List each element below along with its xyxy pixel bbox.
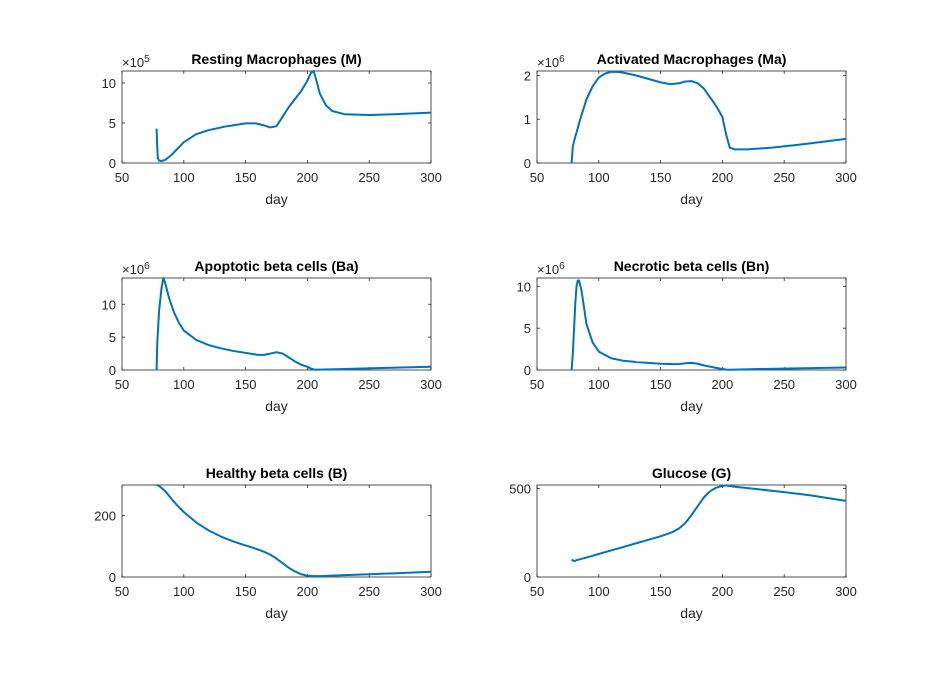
x-tick-label: 300 (420, 584, 442, 599)
y-tick-label: 500 (509, 482, 531, 497)
x-tick-label: 150 (235, 170, 257, 185)
subplot-3: 50 100 150 200 250 300 0 5 10 Apoptotic beta cell… (102, 258, 442, 414)
x-tick-label: 100 (173, 170, 195, 185)
x-tick-label: 50 (115, 377, 129, 392)
y-tick-label: 2 (524, 68, 531, 83)
x-tick-label: 100 (173, 584, 195, 599)
x-tick-label: 200 (712, 170, 734, 185)
series-line (571, 484, 846, 563)
x-tick-label: 100 (588, 584, 610, 599)
x-tick-label: 50 (530, 377, 544, 392)
x-tick-label: 150 (235, 377, 257, 392)
axes-box (536, 484, 847, 578)
x-tick-label: 150 (650, 170, 672, 185)
x-tick-label: 300 (835, 377, 857, 392)
y-tick-label: 0 (524, 363, 531, 378)
x-tick-label: 100 (173, 377, 195, 392)
subplot-1: 50 100 150 200 250 300 0 5 10 Resting Macrophages… (102, 51, 442, 207)
subplot-title: Activated Macrophages (Ma) (597, 51, 787, 67)
x-axis-label: day (265, 191, 288, 207)
multiplier-exponent: 6 (559, 261, 565, 272)
series-line (155, 277, 431, 371)
axis-multiplier: ×105 (122, 54, 150, 70)
multiplier-base: ×10 (537, 262, 559, 277)
axis-multiplier: ×106 (537, 54, 565, 70)
x-tick-label: 200 (297, 377, 319, 392)
axes-box (536, 70, 847, 164)
y-tick-label: 0 (109, 570, 116, 585)
series-line (156, 484, 431, 578)
y-tick-label: 10 (102, 76, 116, 91)
x-tick-label: 50 (115, 170, 129, 185)
subplot-2: 50 100 150 200 250 300 0 1 2 Activated Macrophage… (524, 51, 857, 207)
multiplier-base: ×10 (122, 55, 144, 70)
x-axis-label: day (680, 191, 703, 207)
y-tick-label: 0 (524, 570, 531, 585)
y-tick-label: 1 (524, 112, 531, 127)
multiplier-exponent: 6 (144, 261, 150, 272)
subplot-title: Healthy beta cells (B) (206, 465, 348, 481)
axes-box (121, 484, 432, 578)
axis-multiplier: ×106 (122, 261, 150, 277)
series-line (570, 279, 846, 371)
axes-box (536, 277, 847, 371)
x-tick-label: 100 (588, 377, 610, 392)
x-tick-label: 200 (297, 170, 319, 185)
x-tick-label: 250 (358, 170, 380, 185)
x-tick-label: 300 (835, 584, 857, 599)
x-tick-label: 150 (235, 584, 257, 599)
x-tick-label: 50 (115, 584, 129, 599)
x-tick-label: 150 (650, 584, 672, 599)
x-tick-label: 200 (297, 584, 319, 599)
axis-multiplier: ×106 (537, 261, 565, 277)
subplot-title: Necrotic beta cells (Bn) (614, 258, 770, 274)
multiplier-exponent: 6 (559, 54, 565, 65)
x-tick-label: 300 (420, 377, 442, 392)
x-tick-label: 250 (358, 377, 380, 392)
subplot-title: Resting Macrophages (M) (191, 51, 361, 67)
axes-box (121, 70, 432, 164)
y-tick-label: 5 (109, 116, 116, 131)
subplot-6: 50 100 150 200 250 300 0 500 Glucose (G) day (509, 465, 857, 621)
subplot-5: 50 100 150 200 250 300 0 200 Healthy beta cells … (94, 465, 442, 621)
x-axis-label: day (265, 605, 288, 621)
multiplier-exponent: 5 (144, 54, 150, 65)
y-tick-label: 10 (102, 297, 116, 312)
x-tick-label: 50 (530, 584, 544, 599)
subplot-4: 50 100 150 200 250 300 0 5 10 Necrotic beta cells… (517, 258, 857, 414)
x-tick-label: 250 (773, 170, 795, 185)
y-tick-label: 5 (524, 321, 531, 336)
y-tick-label: 10 (517, 279, 531, 294)
y-tick-label: 200 (94, 509, 116, 524)
multiplier-base: ×10 (537, 55, 559, 70)
series-line (155, 70, 431, 162)
y-tick-label: 0 (524, 156, 531, 171)
x-tick-label: 250 (358, 584, 380, 599)
y-tick-label: 0 (109, 156, 116, 171)
x-tick-label: 150 (650, 377, 672, 392)
x-tick-label: 300 (420, 170, 442, 185)
x-axis-label: day (680, 398, 703, 414)
x-axis-label: day (265, 398, 288, 414)
axes-box (121, 277, 432, 371)
subplot-title: Apoptotic beta cells (Ba) (194, 258, 358, 274)
subplot-title: Glucose (G) (652, 465, 731, 481)
y-tick-label: 5 (109, 330, 116, 345)
x-tick-label: 200 (712, 377, 734, 392)
series-line (570, 70, 846, 164)
x-axis-label: day (680, 605, 703, 621)
x-tick-label: 50 (530, 170, 544, 185)
multiplier-base: ×10 (122, 262, 144, 277)
y-tick-label: 0 (109, 363, 116, 378)
x-tick-label: 250 (773, 377, 795, 392)
x-tick-label: 100 (588, 170, 610, 185)
x-tick-label: 200 (712, 584, 734, 599)
x-tick-label: 300 (835, 170, 857, 185)
x-tick-label: 250 (773, 584, 795, 599)
